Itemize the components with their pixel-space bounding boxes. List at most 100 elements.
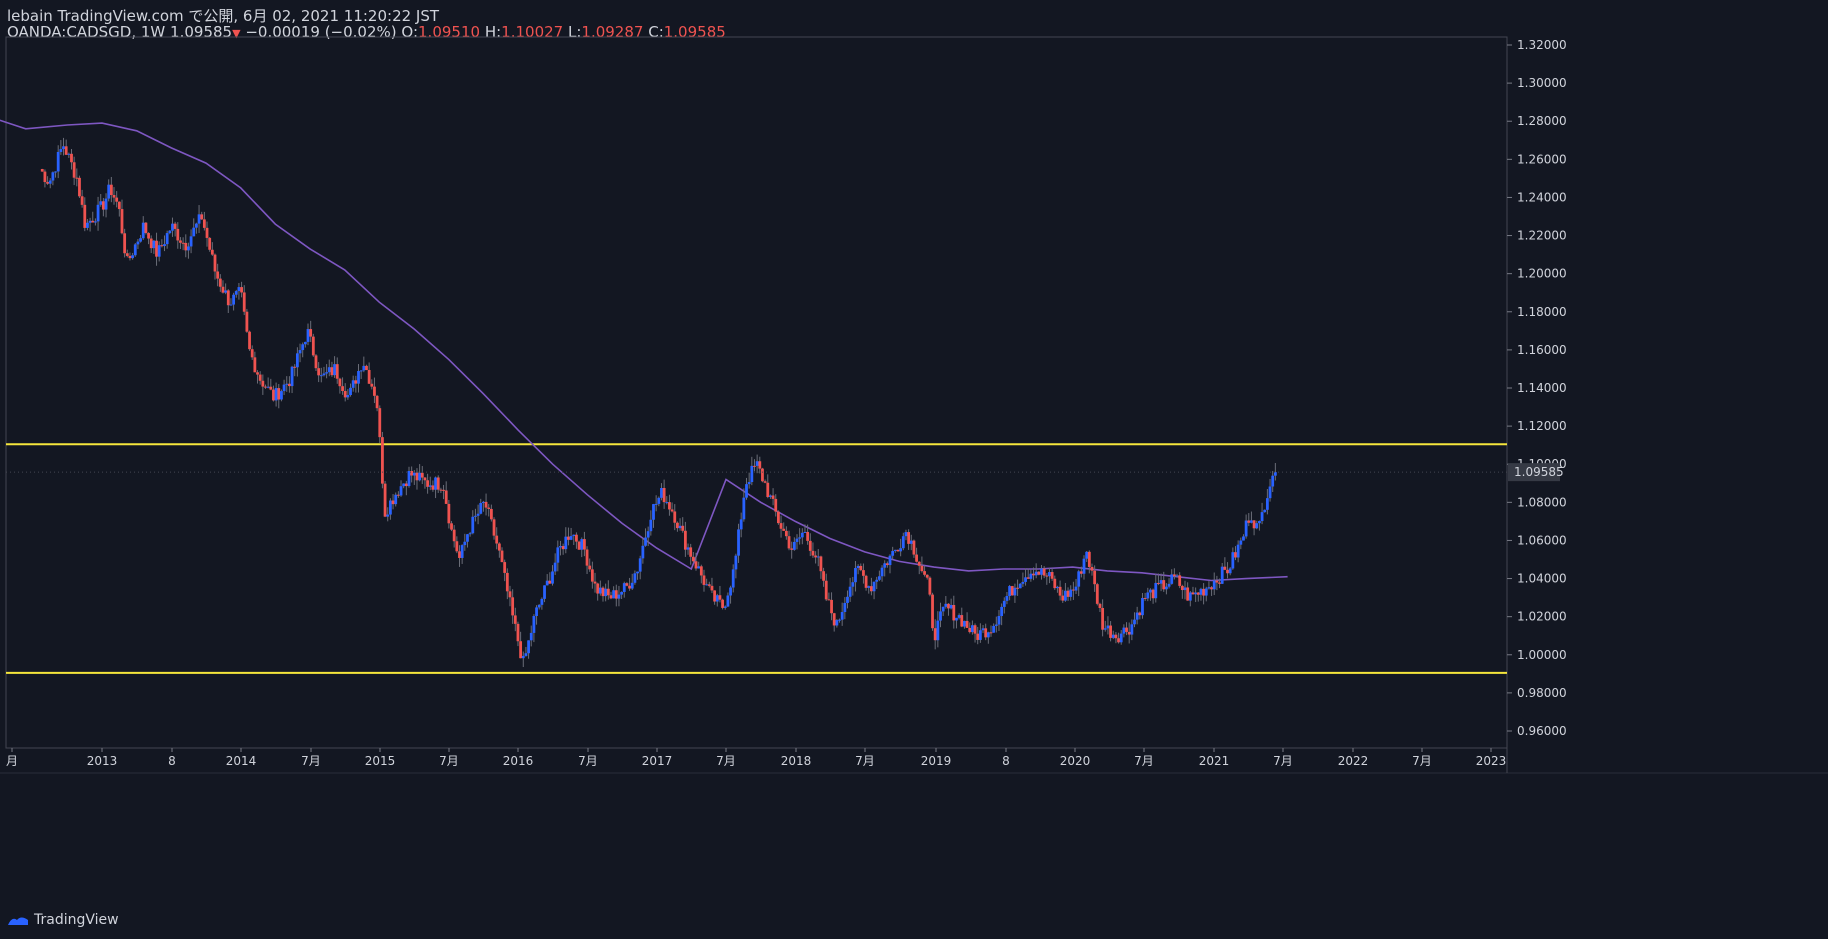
candle-body bbox=[723, 606, 727, 608]
candle-body bbox=[734, 555, 738, 570]
x-tick-label: 8 bbox=[168, 754, 176, 768]
candle-body bbox=[373, 386, 376, 396]
candle-body bbox=[551, 571, 554, 584]
y-tick-label: 1.02000 bbox=[1517, 610, 1567, 624]
candle-body bbox=[753, 465, 756, 467]
candle-body bbox=[596, 583, 600, 594]
candle-body bbox=[1159, 580, 1163, 584]
candle-body bbox=[750, 465, 754, 483]
candle-body bbox=[691, 556, 695, 562]
candle-body bbox=[311, 336, 315, 356]
candle-body bbox=[128, 255, 132, 259]
candle-body bbox=[830, 599, 833, 614]
x-tick-label: 2016 bbox=[503, 754, 534, 768]
y-tick-label: 1.28000 bbox=[1517, 114, 1567, 128]
candle-body bbox=[670, 509, 674, 512]
candle-body bbox=[681, 525, 685, 531]
candle-body bbox=[811, 550, 815, 556]
candle-body bbox=[285, 383, 289, 385]
candle-body bbox=[668, 502, 671, 510]
candle-body bbox=[256, 372, 259, 375]
candle-body bbox=[654, 503, 658, 505]
candle-body bbox=[160, 245, 164, 247]
candle-body bbox=[543, 585, 546, 599]
candle-body bbox=[806, 531, 810, 541]
candle-body bbox=[981, 628, 985, 631]
candle-body bbox=[394, 494, 398, 505]
y-tick-label: 1.14000 bbox=[1517, 381, 1567, 395]
candle-body bbox=[1196, 592, 1200, 595]
last-price-tag bbox=[1508, 463, 1560, 482]
candle-body bbox=[569, 536, 573, 540]
candle-body bbox=[197, 214, 201, 224]
candle-body bbox=[1186, 587, 1190, 601]
candle-body bbox=[1061, 595, 1065, 601]
candle-body bbox=[641, 545, 645, 559]
candle-body bbox=[535, 607, 538, 617]
candle-body bbox=[870, 586, 873, 592]
candle-body bbox=[1242, 536, 1245, 541]
candle-body bbox=[54, 171, 57, 173]
candle-body bbox=[851, 582, 855, 587]
candle-body bbox=[742, 497, 746, 520]
candle-body bbox=[43, 171, 47, 183]
candle-body bbox=[343, 390, 347, 398]
candle-body bbox=[341, 386, 344, 391]
candle-body bbox=[48, 180, 52, 184]
candle-body bbox=[973, 625, 977, 634]
y-tick-label: 0.98000 bbox=[1517, 686, 1567, 700]
candle-body bbox=[848, 586, 852, 597]
candle-body bbox=[1247, 520, 1251, 523]
candle-body bbox=[86, 222, 89, 228]
candle-body bbox=[854, 568, 857, 583]
candle-body bbox=[415, 472, 419, 481]
candle-body bbox=[835, 620, 839, 626]
candle-body bbox=[1226, 569, 1229, 574]
candle-body bbox=[846, 596, 849, 603]
candle-body bbox=[436, 477, 440, 490]
candle-body bbox=[489, 508, 493, 520]
y-tick-label: 1.18000 bbox=[1517, 305, 1567, 319]
candle-body bbox=[912, 540, 916, 555]
candle-body bbox=[838, 619, 841, 621]
y-tick-label: 1.06000 bbox=[1517, 533, 1567, 547]
candle-body bbox=[766, 482, 770, 497]
candle-body bbox=[1149, 589, 1152, 593]
candle-body bbox=[274, 388, 278, 401]
candle-body bbox=[1212, 580, 1216, 590]
tradingview-footer[interactable]: TradingView bbox=[6, 912, 119, 928]
candle-body bbox=[702, 575, 706, 585]
candle-body bbox=[614, 590, 618, 599]
candle-body bbox=[933, 628, 937, 641]
x-tick-label: 2020 bbox=[1060, 754, 1091, 768]
publisher-line: lebain TradingView.com で公開, 6月 02, 2021 … bbox=[7, 5, 439, 26]
candle-body bbox=[1164, 586, 1168, 590]
candle-body bbox=[280, 391, 283, 400]
y-tick-label: 1.22000 bbox=[1517, 229, 1567, 243]
x-tick-label: 7月 bbox=[1273, 754, 1293, 768]
candle-body bbox=[210, 249, 214, 255]
y-tick-label: 0.96000 bbox=[1517, 724, 1567, 738]
candle-body bbox=[636, 571, 639, 574]
candle-body bbox=[293, 366, 297, 368]
candle-body bbox=[1021, 581, 1025, 584]
candle-body bbox=[649, 519, 653, 532]
candle-body bbox=[1117, 638, 1120, 643]
candle-body bbox=[298, 350, 302, 354]
candle-body bbox=[769, 495, 772, 497]
x-tick-label: 2014 bbox=[226, 754, 257, 768]
candle-body bbox=[1180, 585, 1184, 591]
candle-body bbox=[426, 480, 430, 487]
candle-body bbox=[1263, 509, 1267, 513]
candle-body bbox=[537, 604, 541, 608]
y-tick-label: 1.00000 bbox=[1517, 648, 1567, 662]
candle-body bbox=[471, 516, 475, 534]
candle-body bbox=[1005, 596, 1009, 601]
candle-body bbox=[843, 602, 847, 613]
candle-body bbox=[524, 653, 528, 656]
candle-body bbox=[1188, 592, 1192, 601]
candle-body bbox=[968, 627, 972, 633]
candle-body bbox=[771, 495, 775, 499]
candle-body bbox=[402, 483, 406, 487]
